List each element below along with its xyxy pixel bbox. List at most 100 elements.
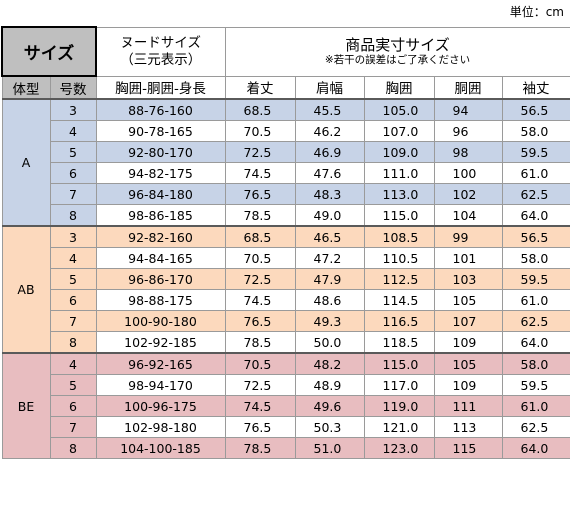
nude-cell: 88-76-160 bbox=[95, 98, 226, 121]
length-cell: 70.5 bbox=[224, 247, 296, 269]
waist-cell: 107 bbox=[433, 310, 503, 332]
shoulder-cell: 49.0 bbox=[294, 204, 365, 227]
sleeve-cell: 58.0 bbox=[501, 120, 570, 142]
shoulder-cell: 46.2 bbox=[294, 120, 365, 142]
size-number-cell: 4 bbox=[49, 120, 97, 142]
length-cell: 70.5 bbox=[224, 352, 296, 375]
nude-cell: 96-92-165 bbox=[95, 352, 226, 375]
sleeve-cell: 58.0 bbox=[501, 352, 570, 375]
sleeve-cell: 64.0 bbox=[501, 331, 570, 354]
sleeve-cell: 64.0 bbox=[501, 437, 570, 459]
length-cell: 72.5 bbox=[224, 268, 296, 290]
size-number-cell: 8 bbox=[49, 331, 97, 354]
length-cell: 68.5 bbox=[224, 225, 296, 248]
sleeve-cell: 61.0 bbox=[501, 395, 570, 417]
waist-cell: 96 bbox=[433, 120, 503, 142]
table-row: 6 100-96-175 74.5 49.6 119.0 111 61.0 bbox=[2, 395, 570, 417]
waist-cell: 101 bbox=[433, 247, 503, 269]
sleeve-cell: 56.5 bbox=[501, 225, 570, 248]
sleeve-cell: 56.5 bbox=[501, 98, 570, 121]
waist-cell: 115 bbox=[433, 437, 503, 459]
chest-cell: 111.0 bbox=[363, 162, 435, 184]
shoulder-cell: 47.2 bbox=[294, 247, 365, 269]
unit-label: 単位：cm bbox=[509, 5, 564, 19]
chest-cell: 112.5 bbox=[363, 268, 435, 290]
nude-cell: 100-90-180 bbox=[95, 310, 226, 332]
table-row: 7 102-98-180 76.5 50.3 121.0 113 62.5 bbox=[2, 416, 570, 438]
length-cell: 70.5 bbox=[224, 120, 296, 142]
nude-cell: 98-88-175 bbox=[95, 289, 226, 311]
shoulder-cell: 49.6 bbox=[294, 395, 365, 417]
nude-cell: 98-94-170 bbox=[95, 374, 226, 396]
size-number-cell: 3 bbox=[49, 225, 97, 248]
waist-cell: 94 bbox=[433, 98, 503, 121]
table-row: 6 94-82-175 74.5 47.6 111.0 100 61.0 bbox=[2, 162, 570, 184]
waist-cell: 102 bbox=[433, 183, 503, 205]
shoulder-cell: 48.6 bbox=[294, 289, 365, 311]
sleeve-cell: 62.5 bbox=[501, 310, 570, 332]
length-cell: 74.5 bbox=[224, 395, 296, 417]
nude-cell: 94-82-175 bbox=[95, 162, 226, 184]
sleeve-cell: 62.5 bbox=[501, 183, 570, 205]
shoulder-cell: 50.0 bbox=[294, 331, 365, 354]
col-header-length: 着丈 bbox=[224, 75, 296, 100]
chest-cell: 114.5 bbox=[363, 289, 435, 311]
length-cell: 78.5 bbox=[224, 437, 296, 459]
waist-cell: 113 bbox=[433, 416, 503, 438]
table-row: AB 3 92-82-160 68.5 46.5 108.5 99 56.5 bbox=[1, 225, 570, 354]
chest-cell: 109.0 bbox=[363, 141, 435, 163]
chest-cell: 121.0 bbox=[363, 416, 435, 438]
sleeve-cell: 64.0 bbox=[501, 204, 570, 227]
size-number-cell: 8 bbox=[49, 204, 97, 227]
shoulder-cell: 49.3 bbox=[294, 310, 365, 332]
waist-cell: 99 bbox=[433, 225, 503, 248]
nude-cell: 98-86-185 bbox=[95, 204, 226, 227]
length-cell: 76.5 bbox=[224, 416, 296, 438]
chest-cell: 118.5 bbox=[363, 331, 435, 354]
size-number-cell: 6 bbox=[49, 395, 97, 417]
table-row: 5 92-80-170 72.5 46.9 109.0 98 59.5 bbox=[2, 141, 570, 163]
table-row: A 3 88-76-160 68.5 45.5 105.0 94 56.5 bbox=[1, 98, 570, 227]
shoulder-cell: 48.3 bbox=[294, 183, 365, 205]
actual-title-main: 商品実寸サイズ bbox=[345, 35, 450, 54]
length-cell: 72.5 bbox=[224, 141, 296, 163]
shoulder-cell: 45.5 bbox=[294, 98, 365, 121]
nude-cell: 102-98-180 bbox=[95, 416, 226, 438]
table-row: 5 96-86-170 72.5 47.9 112.5 103 59.5 bbox=[2, 268, 570, 290]
size-number-cell: 3 bbox=[49, 98, 97, 121]
col-header-nude: 胸囲-胴囲-身長 bbox=[95, 75, 226, 100]
sleeve-cell: 59.5 bbox=[501, 268, 570, 290]
length-cell: 76.5 bbox=[224, 310, 296, 332]
chest-cell: 108.5 bbox=[363, 225, 435, 248]
length-cell: 68.5 bbox=[224, 98, 296, 121]
shoulder-cell: 48.2 bbox=[294, 352, 365, 375]
shoulder-cell: 46.5 bbox=[294, 225, 365, 248]
size-number-cell: 4 bbox=[49, 247, 97, 269]
table-row: 8 98-86-185 78.5 49.0 115.0 104 64.0 bbox=[2, 204, 570, 227]
waist-cell: 111 bbox=[433, 395, 503, 417]
shoulder-cell: 50.3 bbox=[294, 416, 365, 438]
waist-cell: 105 bbox=[433, 289, 503, 311]
shoulder-cell: 47.6 bbox=[294, 162, 365, 184]
size-number-cell: 7 bbox=[49, 183, 97, 205]
chest-cell: 110.5 bbox=[363, 247, 435, 269]
size-number-cell: 7 bbox=[49, 416, 97, 438]
shoulder-cell: 51.0 bbox=[294, 437, 365, 459]
sleeve-cell: 59.5 bbox=[501, 374, 570, 396]
chest-cell: 105.0 bbox=[363, 98, 435, 121]
size-number-cell: 4 bbox=[49, 352, 97, 375]
waist-cell: 104 bbox=[433, 204, 503, 227]
col-header-waist: 胴囲 bbox=[433, 75, 503, 100]
sleeve-cell: 61.0 bbox=[501, 289, 570, 311]
nude-cell: 96-84-180 bbox=[95, 183, 226, 205]
length-cell: 76.5 bbox=[224, 183, 296, 205]
nude-size-title: ヌードサイズ （三元表示） bbox=[95, 26, 226, 77]
table-row: 5 98-94-170 72.5 48.9 117.0 109 59.5 bbox=[2, 374, 570, 396]
waist-cell: 100 bbox=[433, 162, 503, 184]
table-body: A 3 88-76-160 68.5 45.5 105.0 94 56.5 4 90-78-165… bbox=[1, 98, 570, 459]
sleeve-cell: 61.0 bbox=[501, 162, 570, 184]
nude-cell: 104-100-185 bbox=[95, 437, 226, 459]
length-cell: 72.5 bbox=[224, 374, 296, 396]
size-number-cell: 7 bbox=[49, 310, 97, 332]
col-header-size-no: 号数 bbox=[49, 75, 97, 100]
